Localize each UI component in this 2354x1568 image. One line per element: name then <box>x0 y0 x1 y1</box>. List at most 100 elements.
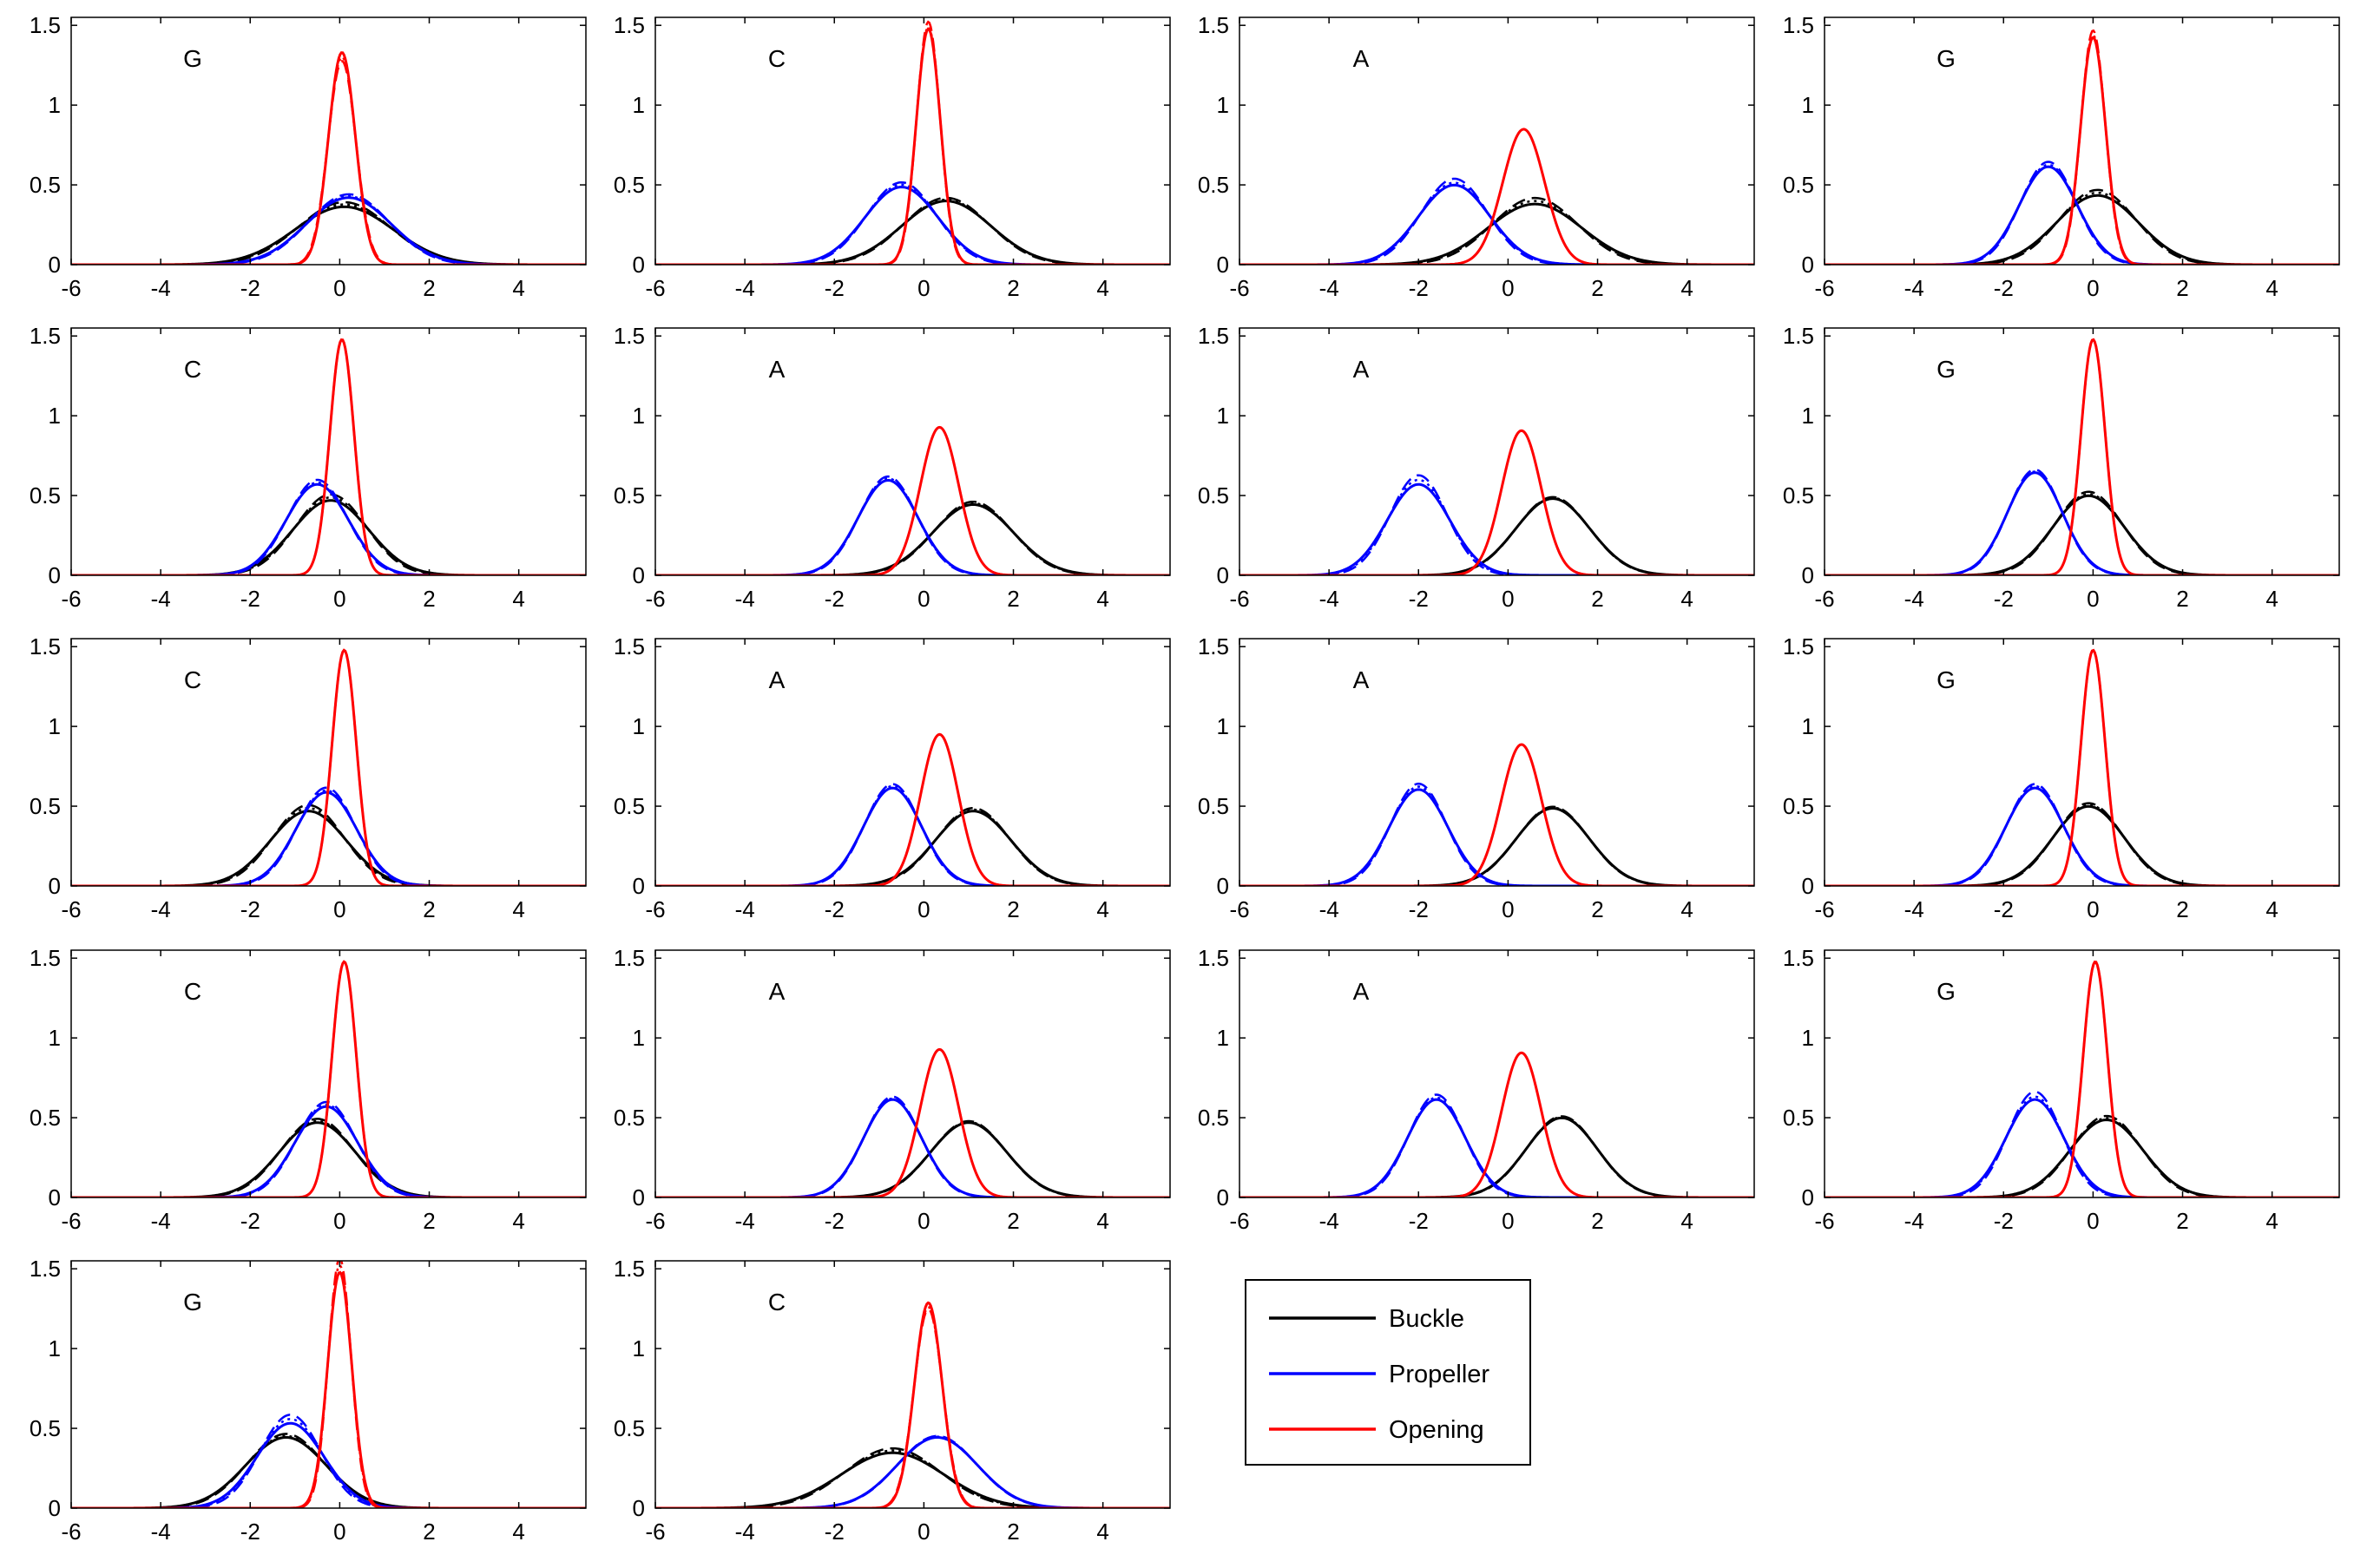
buckle-curve <box>71 495 586 575</box>
axes-frame <box>70 16 587 266</box>
y-tick-label: 0 <box>49 1495 61 1521</box>
x-tick-label: -6 <box>61 1208 81 1234</box>
axes-frame <box>1239 327 1755 576</box>
propeller-curve <box>655 1098 1170 1197</box>
buckle-curve <box>1825 493 2339 575</box>
propeller-curve <box>1239 788 1754 886</box>
x-tick-label: 2 <box>423 275 435 301</box>
panel-11: -6 -4 -2 0 2 4 0 0.5 1 1.5 A <box>1198 633 1755 922</box>
propeller-curve <box>1239 478 1754 575</box>
opening-curve <box>655 1047 1170 1197</box>
y-tick-label: 0.5 <box>614 1105 645 1131</box>
y-tick-label: 1.5 <box>614 633 645 659</box>
x-tick-label: -4 <box>1904 1208 1924 1234</box>
opening-curve <box>71 1270 586 1508</box>
propeller-curve <box>71 1100 586 1197</box>
opening-curve <box>655 426 1170 575</box>
panel-curves <box>71 338 586 575</box>
x-tick-label: -6 <box>1229 1208 1249 1234</box>
x-tick-label: -4 <box>151 896 171 922</box>
propeller-curve <box>1825 784 2339 886</box>
opening-curve <box>71 960 586 1197</box>
opening-curve <box>655 1305 1170 1508</box>
y-tick-label: 0.5 <box>614 172 645 198</box>
x-tick-label: -2 <box>825 896 845 922</box>
x-tick-label: 4 <box>512 1519 524 1545</box>
axes-frame <box>654 638 1171 887</box>
opening-curve <box>1239 1052 1754 1197</box>
x-tick-label: -6 <box>645 896 665 922</box>
x-tick-label: -4 <box>735 275 755 301</box>
x-tick-label: -4 <box>1319 896 1339 922</box>
panel-curves <box>1239 743 1754 886</box>
x-tick-label: 4 <box>1096 1208 1108 1234</box>
y-tick-label: 1 <box>1217 713 1229 739</box>
propeller-curve <box>71 786 586 886</box>
y-tick-label: 1.5 <box>614 12 645 38</box>
x-tick-label: 4 <box>1096 275 1108 301</box>
axes-frame <box>1824 327 2340 576</box>
opening-curve <box>1825 648 2339 886</box>
panel-18: -6 -4 -2 0 2 4 0 0.5 1 1.5 C <box>614 1256 1171 1545</box>
buckle-curve <box>655 1119 1170 1197</box>
opening-curve <box>71 51 586 265</box>
x-tick-label: -2 <box>240 1208 260 1234</box>
buckle-curve <box>71 1118 586 1197</box>
y-tick-label: 1.5 <box>30 633 61 659</box>
opening-curve <box>1825 648 2339 886</box>
panel-base-label: A <box>769 978 786 1005</box>
panel-base-label: G <box>1936 45 1956 72</box>
y-tick-label: 0 <box>633 562 645 588</box>
x-tick-label: -4 <box>151 1519 171 1545</box>
y-tick-label: 0 <box>1217 1184 1229 1210</box>
panel-6: -6 -4 -2 0 2 4 0 0.5 1 1.5 A <box>614 323 1171 612</box>
y-tick-label: 0 <box>633 252 645 278</box>
x-tick-label: 2 <box>2176 275 2188 301</box>
x-tick-label: -2 <box>1994 586 2014 612</box>
propeller-curve <box>655 183 1170 265</box>
panel-13: -6 -4 -2 0 2 4 0 0.5 1 1.5 C <box>30 945 587 1234</box>
y-tick-label: 1 <box>633 1335 645 1361</box>
y-tick-label: 1.5 <box>1198 945 1229 971</box>
panel-base-label: G <box>183 1289 202 1315</box>
y-tick-label: 0 <box>49 562 61 588</box>
x-tick-label: 2 <box>1591 896 1603 922</box>
x-tick-label: -6 <box>61 896 81 922</box>
x-tick-label: -2 <box>1409 586 1429 612</box>
panel-1: -6 -4 -2 0 2 4 0 0.5 1 1.5 G <box>30 12 587 301</box>
panel-base-label: A <box>1353 45 1370 72</box>
panel-base-label: A <box>769 666 786 693</box>
buckle-curve <box>71 804 586 886</box>
x-tick-label: 2 <box>423 586 435 612</box>
buckle-curve <box>71 1434 586 1508</box>
propeller-curve <box>71 1418 586 1508</box>
buckle-curve <box>1825 1117 2339 1197</box>
panel-base-label: G <box>1936 356 1956 383</box>
buckle-curve <box>655 196 1170 265</box>
x-tick-label: -6 <box>1814 275 1834 301</box>
propeller-curve <box>1825 783 2339 886</box>
propeller-curve <box>655 180 1170 265</box>
panel-curves <box>1239 1051 1754 1197</box>
buckle-curve <box>71 810 586 886</box>
x-tick-label: 2 <box>1591 586 1603 612</box>
opening-curve <box>655 27 1170 265</box>
y-tick-label: 1 <box>49 403 61 429</box>
axes-frame <box>1824 638 2340 887</box>
propeller-curve <box>1825 1090 2339 1197</box>
y-tick-label: 1.5 <box>1198 633 1229 659</box>
x-tick-label: 0 <box>2087 896 2099 922</box>
axes-frame <box>1239 949 1755 1198</box>
y-tick-label: 0 <box>633 1495 645 1521</box>
panel-17: -6 -4 -2 0 2 4 0 0.5 1 1.5 G <box>30 1256 587 1545</box>
x-tick-label: 4 <box>2265 1208 2278 1234</box>
x-tick-label: -6 <box>645 586 665 612</box>
buckle-curve <box>655 198 1170 265</box>
opening-curve <box>71 960 586 1197</box>
x-tick-label: -2 <box>825 275 845 301</box>
x-tick-label: -6 <box>1814 896 1834 922</box>
opening-curve <box>71 338 586 575</box>
y-tick-label: 0.5 <box>30 482 61 508</box>
buckle-curve <box>655 1120 1170 1197</box>
buckle-curve <box>1825 804 2339 886</box>
